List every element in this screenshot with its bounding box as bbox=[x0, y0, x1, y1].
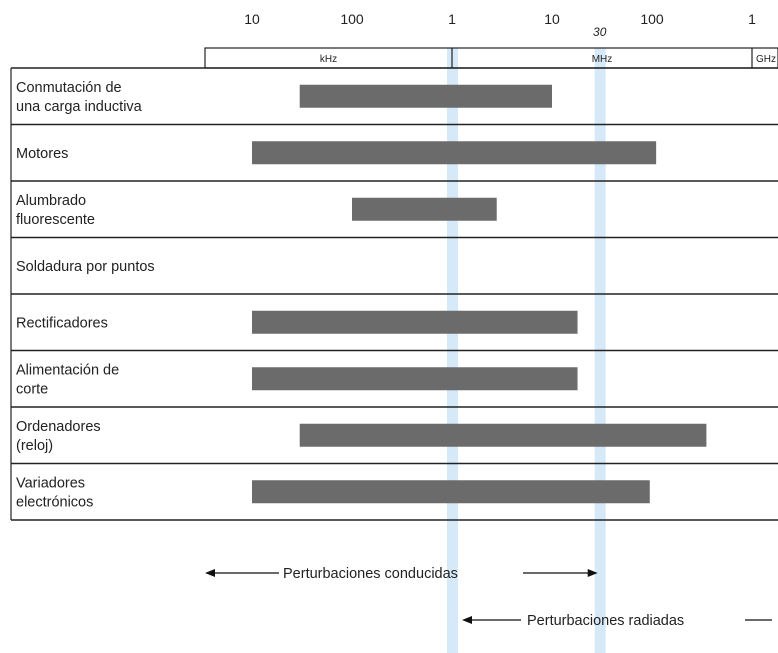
category-label: Alumbrado fluorescente bbox=[16, 193, 95, 228]
unit-band-label: kHz bbox=[320, 54, 337, 65]
range-bar bbox=[299, 423, 707, 447]
range-bar bbox=[352, 197, 497, 221]
category-label-line: Soldadura por puntos bbox=[16, 259, 155, 275]
unit-band-label: GHz bbox=[756, 54, 776, 65]
category-label: Soldadura por puntos bbox=[16, 259, 155, 275]
annotation-conducted: Perturbaciones conducidas bbox=[283, 566, 458, 582]
unit-band-label: MHz bbox=[592, 54, 613, 65]
category-label: Alimentación de corte bbox=[16, 362, 119, 397]
category-label-line: Rectificadores bbox=[16, 315, 108, 331]
category-label-line: electrónicos bbox=[16, 494, 93, 510]
category-label: Variadores electrónicos bbox=[16, 475, 93, 510]
category-label-line: Alimentación de bbox=[16, 362, 119, 378]
x-tick-label: 10 bbox=[244, 11, 260, 27]
range-bar bbox=[252, 480, 650, 504]
range-bar bbox=[252, 141, 657, 165]
category-label-line: Motores bbox=[16, 146, 68, 162]
category-label-line: Ordenadores bbox=[16, 419, 101, 435]
conducted-arrowhead bbox=[205, 569, 215, 577]
category-label-line: Alumbrado bbox=[16, 193, 86, 209]
category-label: Ordenadores (reloj) bbox=[16, 419, 101, 454]
category-label: Motores bbox=[16, 146, 68, 162]
x-tick-label: 30 bbox=[593, 25, 607, 39]
radiated-arrowhead bbox=[462, 616, 472, 624]
x-tick-label: 10 bbox=[544, 11, 560, 27]
category-label-line: corte bbox=[16, 381, 48, 397]
x-tick-label: 1 bbox=[448, 11, 456, 27]
conducted-arrowhead bbox=[587, 569, 598, 577]
range-bar bbox=[299, 84, 552, 108]
range-bar bbox=[252, 367, 578, 391]
category-label-line: fluorescente bbox=[16, 212, 95, 228]
unit-band-frame bbox=[204, 47, 778, 69]
category-label: Conmutación de una carga inductiva bbox=[16, 80, 143, 115]
category-label-line: una carga inductiva bbox=[16, 99, 143, 115]
category-label-line: (reloj) bbox=[16, 438, 53, 454]
category-label-line: Conmutación de bbox=[16, 80, 122, 96]
x-tick-label: 100 bbox=[340, 11, 364, 27]
category-label: Rectificadores bbox=[16, 315, 108, 331]
x-tick-label: 100 bbox=[640, 11, 664, 27]
x-tick-label: 1 bbox=[748, 11, 756, 27]
annotation-radiated: Perturbaciones radiadas bbox=[527, 613, 684, 629]
category-label-line: Variadores bbox=[16, 475, 85, 491]
range-bar bbox=[252, 310, 578, 334]
